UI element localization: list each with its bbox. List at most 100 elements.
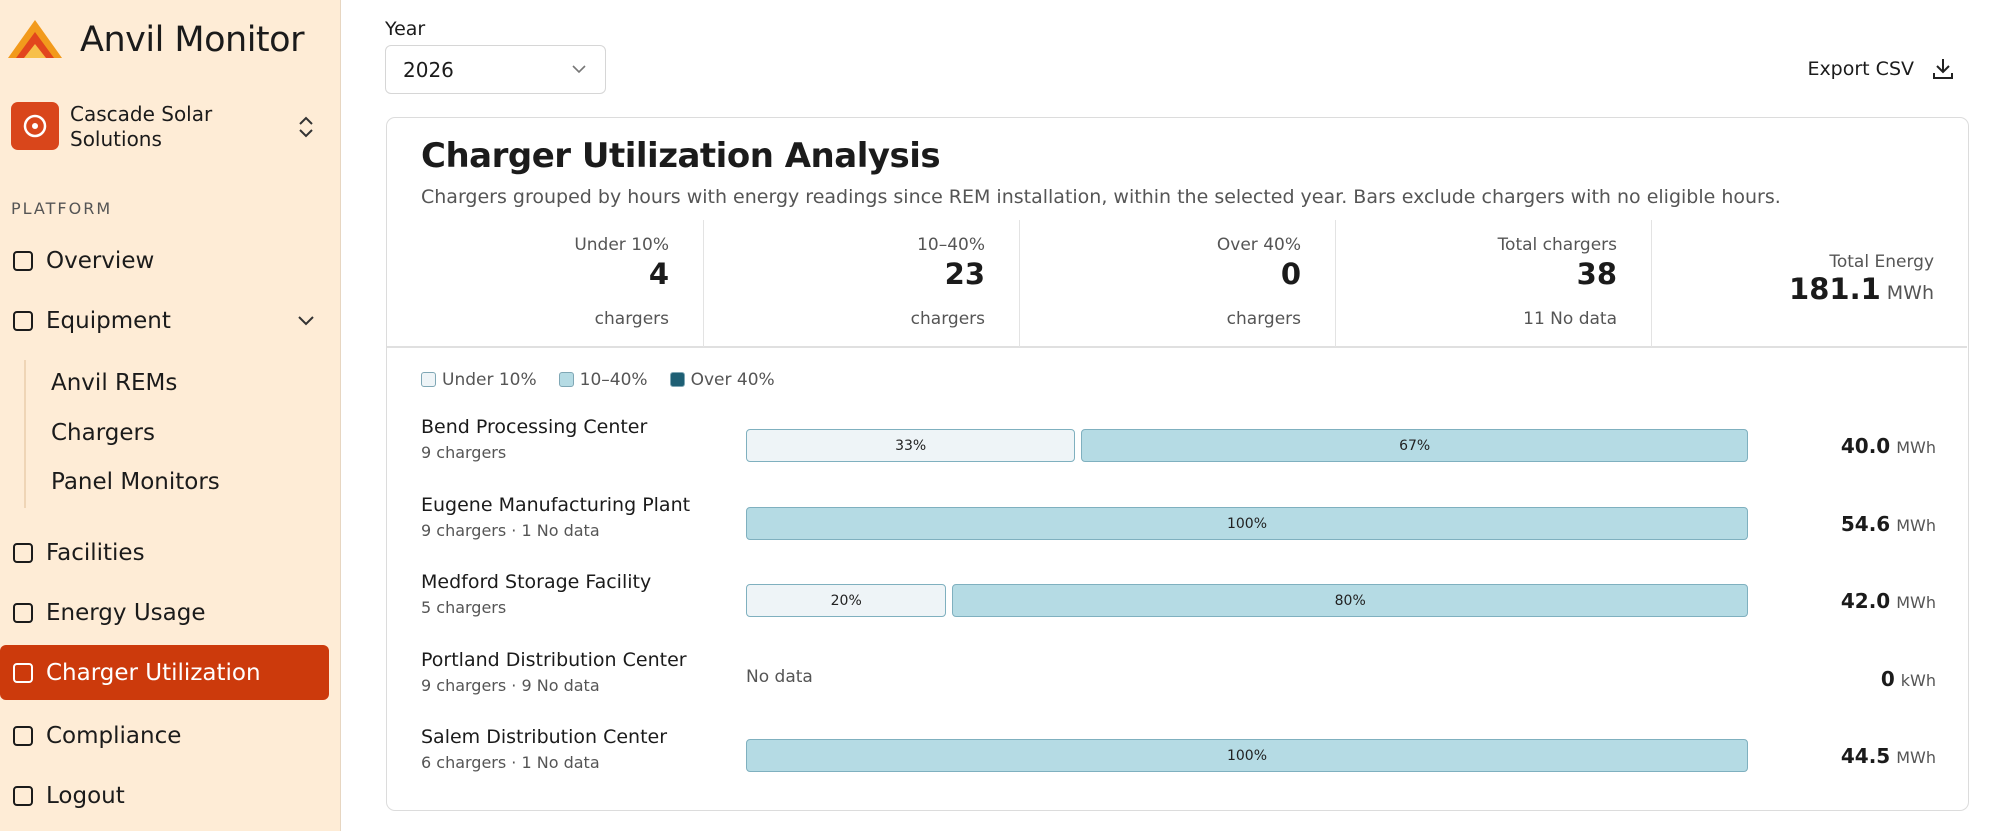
bar: 33% 67% <box>746 429 1748 462</box>
nav-label: Facilities <box>46 539 145 566</box>
org-name[interactable]: Cascade Solar Solutions <box>70 102 213 151</box>
nav-label: Overview <box>46 247 155 274</box>
bar-label: 33% <box>895 437 927 454</box>
stat-foot: chargers <box>594 309 669 329</box>
legend-swatch <box>421 372 436 387</box>
nav-item[interactable]: Compliance <box>0 708 329 763</box>
stat-value: 23 <box>944 257 985 291</box>
legend-label: Under 10% <box>442 370 537 390</box>
energy-value: 0 <box>1880 667 1895 691</box>
row-energy: 44.5 MWh <box>1841 744 1936 768</box>
bar-label: 20% <box>830 592 862 609</box>
bar-segment: 80% <box>952 584 1748 617</box>
nav-item[interactable]: Logout <box>0 768 329 823</box>
nav-item[interactable]: Overview <box>0 233 329 288</box>
subnav-item[interactable]: Chargers <box>51 420 155 446</box>
card: Charger Utilization Analysis Chargers gr… <box>386 117 1969 811</box>
org-switch[interactable] <box>296 114 316 140</box>
download-icon[interactable] <box>1932 57 1954 81</box>
row-name: Medford Storage Facility <box>421 571 652 593</box>
energy-value: 54.6 <box>1840 512 1891 536</box>
logo <box>8 20 62 58</box>
legend: Under 10% 10–40% Over 40% <box>421 370 775 390</box>
nav-icon <box>13 726 33 746</box>
bar-segment: 100% <box>746 507 1748 540</box>
bar-label: 67% <box>1399 437 1431 454</box>
org-icon <box>11 102 59 150</box>
nav-item[interactable]: Facilities <box>0 525 329 580</box>
legend-label: 10–40% <box>579 370 648 390</box>
row-name: Salem Distribution Center <box>421 726 668 748</box>
nav-icon <box>13 663 33 683</box>
row-name: Portland Distribution Center <box>421 649 687 671</box>
nav-icon <box>13 311 33 331</box>
stat-label: Over 40% <box>1216 235 1301 255</box>
energy-value: 40.0 <box>1840 434 1891 458</box>
export-button[interactable]: Export CSV <box>1807 58 1914 80</box>
no-data: No data <box>746 667 813 687</box>
bar-segment: 67% <box>1081 429 1748 462</box>
bar: 20% 80% <box>746 584 1748 617</box>
sidebar: Anvil Monitor Cascade Solar Solutions PL… <box>0 0 341 831</box>
row-sub: 9 chargers <box>421 443 507 462</box>
bar-label: 100% <box>1226 747 1268 764</box>
energy-unit: MWh <box>1896 516 1936 535</box>
row-energy: 40.0 MWh <box>1841 434 1936 458</box>
energy-value: 44.5 <box>1840 744 1891 768</box>
stat-value: 0 <box>1280 257 1301 291</box>
stat-label: Total chargers <box>1497 235 1617 255</box>
energy-unit: kWh <box>1900 671 1936 690</box>
bar-segment: 20% <box>746 584 947 617</box>
brand: Anvil Monitor <box>80 20 304 60</box>
row-energy: 42.0 MWh <box>1841 589 1936 613</box>
energy-unit: MWh <box>1896 438 1936 457</box>
energy-value: 181.1 <box>1789 272 1881 306</box>
row-name: Bend Processing Center <box>421 416 648 438</box>
nav-label: Logout <box>46 782 125 809</box>
year-label: Year <box>385 18 426 40</box>
stat: Under 10% 4 chargers <box>387 220 703 347</box>
energy-unit: MWh <box>1886 282 1934 304</box>
stat-label: Total Energy <box>1829 252 1934 272</box>
expand-chevron[interactable] <box>297 315 315 327</box>
stat: Over 40% 0 chargers <box>1019 220 1335 347</box>
nav-item[interactable]: Equipment <box>0 293 329 348</box>
energy-unit: MWh <box>1896 593 1936 612</box>
row-sub: 5 chargers <box>421 598 507 617</box>
stat-value: 38 <box>1576 257 1617 291</box>
bar-label: 100% <box>1226 515 1268 532</box>
stat-foot: 11 No data <box>1523 309 1617 329</box>
legend-swatch <box>558 372 574 387</box>
subnav-item[interactable]: Panel Monitors <box>51 469 220 495</box>
subnav-item[interactable]: Anvil REMs <box>51 370 178 396</box>
nav-icon <box>13 543 33 563</box>
legend-item: Over 40% <box>669 370 775 390</box>
nav-item[interactable]: Energy Usage <box>0 585 329 640</box>
card-subtitle: Chargers grouped by hours with energy re… <box>421 186 1781 208</box>
total-energy: Total Energy 181.1 MWh <box>1652 220 1968 347</box>
row-energy: 54.6 MWh <box>1841 512 1936 536</box>
bar: 100% <box>746 507 1748 540</box>
stat-label: 10–40% <box>917 235 985 255</box>
row-sub: 9 chargers · 1 No data <box>421 521 600 540</box>
nav-icon <box>13 251 33 271</box>
stat-divider <box>703 220 704 347</box>
legend-item: 10–40% <box>558 370 648 390</box>
bar-label: 80% <box>1334 592 1366 609</box>
energy-value: 42.0 <box>1840 589 1891 613</box>
stat-label: Under 10% <box>574 235 669 255</box>
nav-icon <box>13 603 33 623</box>
nav-label: Charger Utilization <box>46 659 261 686</box>
nav-item[interactable]: Charger Utilization <box>0 645 329 700</box>
stat-divider <box>1651 220 1652 347</box>
bar-segment: 33% <box>746 429 1076 462</box>
year-value: 2026 <box>403 58 454 82</box>
row-energy: 0 kWh <box>1881 667 1936 691</box>
nav-label: Energy Usage <box>46 599 206 626</box>
nav-label: Compliance <box>46 722 182 749</box>
row-name: Eugene Manufacturing Plant <box>421 494 691 516</box>
stat-foot: chargers <box>1226 309 1301 329</box>
separator <box>387 346 1967 348</box>
year-select[interactable]: 2026 <box>385 45 606 94</box>
chevron <box>572 65 586 74</box>
